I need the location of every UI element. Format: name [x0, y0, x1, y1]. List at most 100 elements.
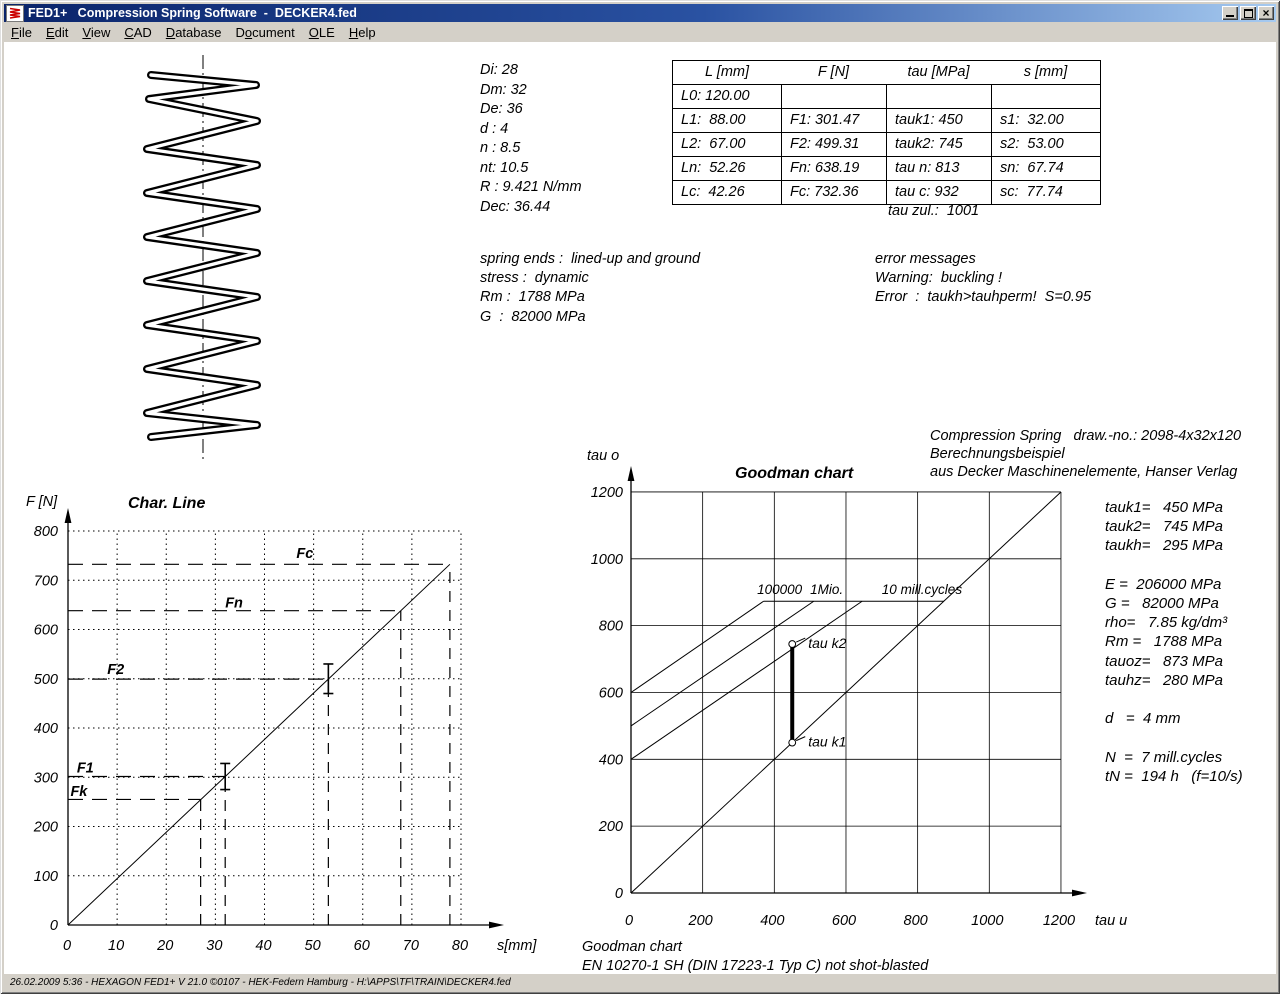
window-title: FED1+ Compression Spring Software - DECK… [28, 6, 357, 20]
menu-item-edit[interactable]: Edit [45, 25, 69, 40]
menu-item-view[interactable]: View [82, 25, 111, 40]
spring-icon-glyph [9, 7, 21, 19]
table-cell: s2: 53.00 [991, 133, 1100, 156]
svg-text:1000: 1000 [591, 552, 623, 568]
menu-item-cad[interactable]: CAD [124, 25, 152, 40]
svg-text:0: 0 [615, 886, 623, 902]
table-cell [886, 85, 991, 108]
spring-drawing [143, 55, 261, 461]
goodman-chart: 00 200 200 400 400 600 600 800 800 1000 1000 1200 12… [587, 448, 1127, 929]
maximize-button[interactable] [1240, 6, 1256, 20]
table-row: L1: 88.00 F1: 301.47 tauk1: 450 s1: 32.00 [673, 108, 1100, 132]
text-line: De: 36 [480, 101, 523, 117]
text-line: Compression Spring draw.-no.: 2098-4x32x… [930, 428, 1242, 444]
minimize-button[interactable] [1222, 6, 1238, 20]
svg-text:1200: 1200 [1043, 913, 1075, 929]
svg-text:1000: 1000 [971, 913, 1003, 929]
text-line: spring ends : lined-up and ground [480, 251, 701, 267]
table-cell: sc: 77.74 [991, 181, 1100, 204]
close-button[interactable]: × [1258, 6, 1274, 20]
text-line: stress : dynamic [480, 270, 589, 287]
text-line: tauk1= 450 MPa [1105, 499, 1223, 516]
svg-text:80: 80 [452, 938, 468, 954]
svg-text:0: 0 [625, 913, 633, 929]
char-line-chart: 0 10 20 30 40 50 60 70 8001002003004005006007008… [26, 494, 537, 954]
table-cell: tau c: 932 [886, 181, 991, 204]
svg-text:tau k1: tau k1 [808, 734, 846, 750]
table-cell: L0: 120.00 [681, 88, 750, 104]
svg-text:400: 400 [34, 721, 58, 737]
svg-text:F2: F2 [107, 662, 124, 678]
svg-text:F1: F1 [77, 760, 94, 776]
text-line: nt: 10.5 [480, 159, 529, 176]
maximize-icon [1243, 9, 1253, 18]
svg-text:Fc: Fc [296, 546, 313, 562]
text-line: tauhz= 280 MPa [1105, 671, 1223, 689]
tau-zul-note: tau zul.: 1001 [888, 203, 980, 219]
status-bar: 26.02.2009 5:36 - HEXAGON FED1+ V 21.0 ©… [4, 973, 1276, 990]
table-header-cell: L [mm] [704, 64, 750, 80]
app-spring-icon [6, 4, 24, 22]
text-line: tauoz= 873 MPa [1105, 652, 1223, 670]
text-line: d = 4 mm [1105, 710, 1181, 728]
text-line: tauk2= 745 MPa [1105, 518, 1223, 536]
svg-text:800: 800 [599, 619, 623, 635]
menu-item-database[interactable]: Database [165, 25, 222, 40]
table-cell: tauk1: 450 [886, 109, 991, 132]
svg-text:60: 60 [354, 938, 370, 954]
table-cell: sn: 67.74 [991, 157, 1100, 180]
svg-text:100000: 100000 [757, 582, 803, 597]
text-line: d : 4 [480, 120, 509, 137]
text-line: rho= 7.85 kg/dm³ [1105, 614, 1228, 632]
menu-item-file[interactable]: File [11, 25, 32, 40]
menu-item-document[interactable]: Document [235, 25, 295, 40]
menu-item-ole[interactable]: OLE [308, 25, 335, 40]
svg-text:F [N]: F [N] [26, 494, 58, 510]
svg-text:200: 200 [598, 819, 623, 835]
table-header-cell: F [N] [817, 64, 850, 80]
svg-text:200: 200 [33, 820, 58, 836]
svg-text:500: 500 [34, 672, 58, 688]
table-cell: Fc: 732.36 [781, 181, 886, 204]
svg-text:10: 10 [108, 938, 124, 954]
minimize-icon [1226, 15, 1234, 17]
svg-text:tau o: tau o [587, 448, 619, 464]
table-cell: tau n: 813 [886, 157, 991, 180]
text-line: Error : taukh>tauhperm! S=0.95 [875, 289, 1092, 306]
text-line: taukh= 295 MPa [1105, 537, 1223, 555]
svg-text:700: 700 [34, 573, 58, 589]
text-line: Berechnungsbeispiel [930, 446, 1065, 463]
svg-text:800: 800 [904, 913, 928, 929]
text-line: Di: 28 [480, 62, 518, 78]
text-line: EN 10270-1 SH (DIN 17223-1 Typ C) not sh… [582, 957, 929, 974]
svg-text:30: 30 [206, 938, 222, 954]
table-header-cell: s [mm] [1023, 64, 1068, 80]
svg-text:Goodman chart: Goodman chart [735, 465, 854, 482]
text-line: n : 8.5 [480, 140, 521, 156]
text-line: tN = 194 h (f=10/s) [1105, 767, 1243, 785]
table-cell: s1: 32.00 [991, 109, 1100, 132]
svg-text:70: 70 [403, 938, 419, 954]
drawing-annotation: Compression Spring draw.-no.: 2098-4x32x… [930, 427, 1241, 482]
svg-text:1200: 1200 [591, 485, 623, 501]
svg-text:50: 50 [305, 938, 321, 954]
table-header-row: L [mm] F [N] tau [MPa] s [mm] [673, 61, 1100, 84]
spring-parameters: Di: 28 Dm: 32 De: 36 d : 4 n : 8.5 nt: 10.5 R … [480, 61, 582, 217]
svg-text:0: 0 [63, 938, 71, 954]
menu-item-help[interactable]: Help [348, 25, 376, 40]
results-table: L [mm] F [N] tau [MPa] s [mm] L0: 120.00 L1: … [672, 60, 1101, 205]
status-text: 26.02.2009 5:36 - HEXAGON FED1+ V 21.0 ©… [10, 976, 511, 988]
error-messages: error messages Warning: buckling ! Error :… [875, 250, 1091, 308]
text-line: Dm: 32 [480, 81, 527, 98]
svg-text:300: 300 [34, 770, 58, 786]
close-icon: × [1262, 6, 1270, 20]
table-cell [781, 85, 886, 108]
svg-text:100: 100 [34, 869, 58, 885]
table-row: L0: 120.00 [673, 84, 1100, 108]
title-bar[interactable]: FED1+ Compression Spring Software - DECK… [4, 4, 1276, 22]
svg-text:Char. Line: Char. Line [128, 495, 205, 512]
text-line: error messages [875, 251, 976, 267]
text-line: Warning: buckling ! [875, 270, 1003, 287]
text-line: aus Decker Maschinenelemente, Hanser Ver… [930, 464, 1238, 481]
